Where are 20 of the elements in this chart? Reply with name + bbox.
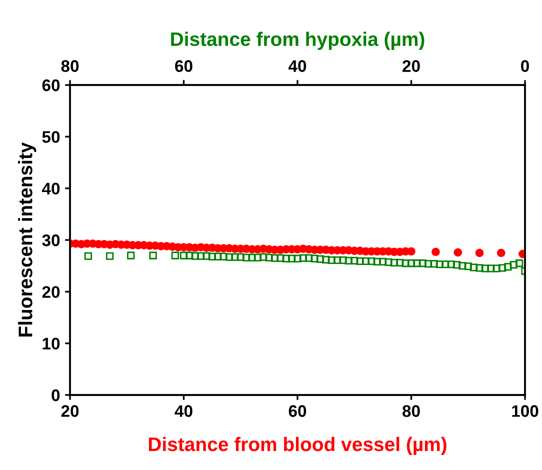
y-tick-label: 10	[42, 338, 60, 350]
y-tick-label: 40	[42, 182, 60, 195]
x2-axis-title: Distance from hypoxia (µm)	[171, 32, 424, 50]
y-tick-label: 60	[42, 79, 60, 92]
x-axis-title: Distance from blood vessel (µm)	[148, 436, 446, 456]
y-tick-label: 20	[42, 286, 60, 298]
x2-tick-label: 60	[175, 60, 192, 72]
x-tick-label: 60	[288, 405, 306, 417]
x2-tick-label: 0	[521, 60, 529, 72]
x2-tick-label: 40	[288, 60, 306, 72]
x-tick-label: 80	[402, 405, 420, 417]
x-tick-label: 40	[174, 405, 192, 417]
y-tick-label: 30	[42, 234, 60, 246]
x-tick-label: 20	[61, 405, 79, 417]
x-tick-label: 100	[512, 405, 538, 417]
x2-tick-label: 20	[402, 60, 420, 72]
y-tick-label: 0	[52, 389, 60, 402]
x2-tick-label: 80	[61, 60, 79, 72]
y-tick-label: 50	[42, 131, 60, 143]
y-axis-title: Fluorescent intensity	[18, 142, 36, 336]
